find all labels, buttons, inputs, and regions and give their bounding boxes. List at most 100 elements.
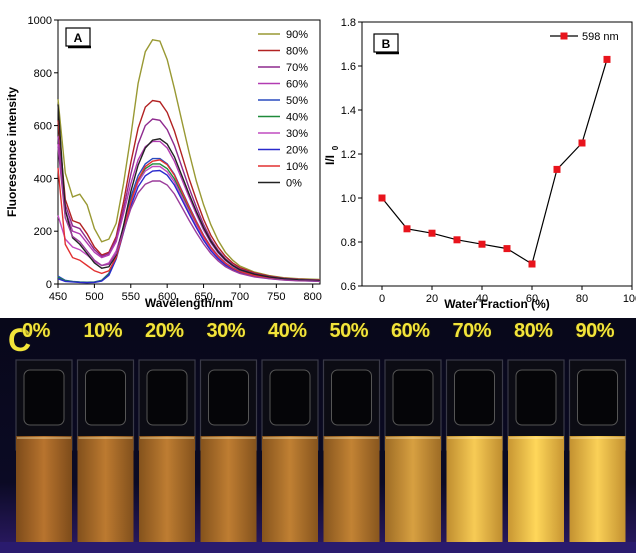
cuvette-opening: [269, 369, 311, 426]
chart-a-y-tick-label: 400: [34, 173, 52, 185]
cuvette-solution: [139, 436, 195, 546]
chart-b-x-tick-label: 80: [576, 293, 588, 305]
chart-a-y-ticks: 0 200 400 600 800 1000: [28, 15, 58, 291]
cuvette-solution: [200, 436, 257, 546]
cuvette-solution: [569, 436, 626, 546]
cuvette-opening: [392, 369, 434, 426]
chart-a-x-ticks: 450 500 550 600 650 700 750 800: [49, 284, 322, 303]
chart-b-x-tick-label: 60: [526, 293, 538, 305]
cuvette-opening: [577, 369, 618, 426]
chart-a-series-line-extra-10: [57, 146, 321, 283]
chart-a-legend-label: 70%: [286, 62, 308, 74]
chart-a-y-tick-label: 1000: [28, 15, 52, 27]
chart-a-legend-label: 30%: [286, 128, 308, 140]
chart-a-x-tick-label: 450: [49, 291, 67, 303]
cuvette-opening: [23, 369, 65, 426]
fluorescence-spectra-chart: 450 500 550 600 650 700 750 800 0 200 400 600 800 10…: [5, 15, 322, 310]
chart-a-x-tick-label: 550: [122, 291, 140, 303]
chart-b-data-point: [478, 240, 486, 248]
photo-panel-letter: C: [8, 322, 32, 358]
chart-b-letter: B: [382, 37, 391, 51]
chart-a-series-line-10pct: [57, 159, 321, 282]
chart-b-xlabel: Water Fraction (%): [444, 297, 550, 311]
chart-b-x-tick-label: 20: [426, 293, 438, 305]
chart-a-series-line-80pct: [57, 99, 321, 281]
cuvette-opening: [208, 369, 249, 426]
chart-a-x-tick-label: 600: [158, 291, 176, 303]
intensity-ratio-chart: 0 20 40 60 80 100 0.6 0.8 1.0 1.2 1.4 1.6 1.8 598 n…: [323, 17, 636, 311]
cuvette-label: 40%: [268, 320, 307, 342]
chart-b-data-point: [528, 260, 536, 268]
chart-b-legend-label: 598 nm: [582, 31, 619, 43]
chart-b-data-point: [378, 194, 386, 202]
cuvette-label: 0%: [22, 320, 50, 342]
chart-a-x-tick-label: 500: [85, 291, 103, 303]
chart-b-x-ticks: 0 20 40 60 80 100: [379, 286, 636, 305]
chart-b-data-point: [553, 165, 561, 173]
chart-b-legend-marker: [560, 32, 568, 40]
chart-b-data-point: [603, 55, 611, 63]
cuvette-label: 80%: [514, 320, 553, 342]
chart-b-series-group: [378, 55, 611, 268]
chart-b-data-point: [503, 245, 511, 253]
chart-a-legend-label: 0%: [286, 178, 302, 190]
chart-b-x-tick-label: 100: [623, 293, 636, 305]
cuvette-solution: [446, 436, 503, 546]
chart-b-y-tick-label: 0.8: [341, 237, 356, 249]
chart-a-legend-label: 50%: [286, 95, 308, 107]
chart-a-y-tick-label: 0: [46, 279, 52, 291]
chart-a-legend-label: 60%: [286, 79, 308, 91]
chart-a-legend-label: 80%: [286, 46, 308, 58]
cuvette-photo-drawing: [0, 318, 636, 553]
cuvette-label: 10%: [83, 320, 123, 342]
chart-a-legend-label: 20%: [286, 145, 308, 157]
chart-a-y-tick-label: 200: [34, 226, 52, 238]
cuvette-solution: [16, 436, 72, 546]
chart-b-y-tick-label: 1.0: [341, 193, 356, 205]
chart-b-legend: 598 nm: [550, 31, 619, 43]
chart-a-x-tick-label: 700: [231, 291, 249, 303]
cuvette-solution: [77, 436, 134, 546]
cuvette-label: 20%: [145, 320, 184, 342]
chart-a-series-line-0pct: [57, 104, 321, 282]
chart-b-y-tick-label: 1.6: [341, 61, 356, 73]
cuvette-opening: [515, 369, 557, 426]
chart-a-x-tick-label: 650: [194, 291, 212, 303]
cuvette-label: 60%: [391, 320, 430, 342]
cuvette-opening: [146, 369, 188, 426]
chart-a-y-tick-label: 600: [34, 121, 52, 133]
chart-b-x-tick-label: 0: [379, 293, 385, 305]
chart-b-data-point: [428, 229, 436, 237]
chart-b-y-tick-label: 1.4: [341, 105, 356, 117]
chart-a-letter: A: [74, 31, 83, 45]
cuvette-solution: [385, 436, 441, 546]
cuvette-opening: [331, 369, 372, 426]
chart-a-legend-label: 10%: [286, 161, 308, 173]
chart-a-ylabel: Fluorescence intensity: [5, 87, 19, 217]
cuvette-label: 50%: [329, 320, 369, 342]
cuvette-solution: [323, 436, 380, 546]
chart-b-y-tick-label: 0.6: [341, 281, 356, 293]
chart-b-ylabel: I/I: [323, 155, 337, 165]
chart-a-legend-label: 90%: [286, 29, 308, 41]
chart-b-y-tick-label: 1.8: [341, 17, 356, 29]
chart-a-xlabel: Wavelength/nm: [145, 296, 233, 310]
chart-b-x-tick-label: 40: [476, 293, 488, 305]
chart-b-ylabel-subscript: 0: [331, 145, 340, 150]
photo-bench: [0, 542, 636, 553]
cuvette-label: 90%: [575, 320, 615, 342]
cuvette-photo: C 0% 10% 20% 30% 40% 50% 60% 70% 80% 90%: [0, 318, 636, 553]
chart-a-series-line-90pct: [57, 39, 321, 281]
cuvette-label: 70%: [452, 320, 492, 342]
chart-b-y-tick-label: 1.2: [341, 149, 356, 161]
chart-b-y-ticks: 0.6 0.8 1.0 1.2 1.4 1.6 1.8: [341, 17, 362, 293]
chart-b-series-line: [381, 59, 608, 265]
chart-a-legend-label: 40%: [286, 112, 308, 124]
cuvette-solution: [508, 436, 564, 546]
cuvette-opening: [85, 369, 126, 426]
chart-a-legend: 90% 80% 70% 60% 50% 40% 30% 20% 10% 0%: [258, 29, 308, 190]
cuvette-label: 30%: [206, 320, 246, 342]
chart-a-y-tick-label: 800: [34, 68, 52, 80]
chart-b-data-point: [578, 139, 586, 147]
chart-b-data-point: [403, 225, 411, 233]
